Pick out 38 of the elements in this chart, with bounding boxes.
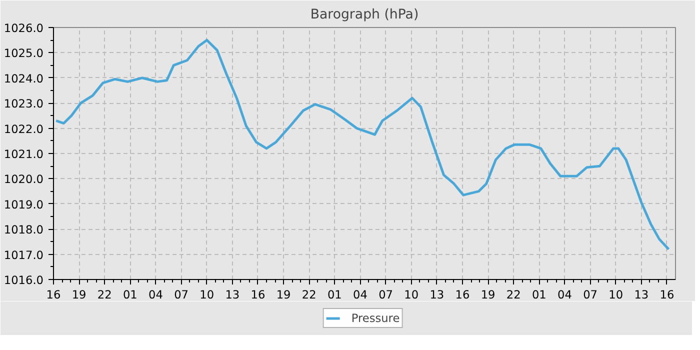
y-tick-label: 1018.0: [4, 222, 44, 237]
x-tick-label: 04: [148, 288, 163, 302]
y-tick-label: 1022.0: [4, 122, 44, 136]
x-tick-label: 16: [660, 288, 674, 302]
x-tick-label: 10: [200, 288, 214, 302]
x-tick-label: 19: [276, 288, 291, 302]
x-tick-label: 01: [122, 288, 138, 302]
x-tick-label: 04: [558, 288, 572, 302]
y-tick-label: 1021.0: [4, 147, 44, 161]
x-tick-label: 16: [455, 288, 470, 302]
y-tick-label: 1017.0: [4, 248, 44, 262]
y-tick-label: 1023.0: [4, 96, 44, 111]
legend-label: Pressure: [351, 311, 400, 325]
x-tick-label: 22: [302, 288, 316, 302]
chart-title: Barograph (hPa): [310, 8, 419, 22]
x-tick-label: 10: [608, 288, 624, 302]
x-tick-label: 22: [506, 288, 521, 302]
x-tick-label: 13: [225, 288, 240, 302]
x-tick-label: 04: [353, 288, 368, 302]
x-tick-label: 01: [532, 288, 546, 302]
x-tick-label: 19: [480, 288, 496, 302]
y-tick-label: 1024.0: [4, 71, 44, 86]
x-tick-label: 19: [72, 288, 86, 302]
x-tick-label: 10: [404, 288, 419, 302]
y-tick-label: 1019.0: [4, 197, 44, 212]
x-tick-label: 16: [250, 288, 266, 302]
x-tick-label: 07: [583, 288, 598, 302]
x-tick-label: 07: [174, 288, 189, 302]
x-tick-label: 07: [378, 288, 394, 302]
y-tick-label: 1026.0: [4, 21, 44, 35]
x-tick-label: 22: [97, 288, 112, 302]
x-tick-label: 01: [327, 288, 342, 302]
x-tick-label: 16: [46, 288, 61, 302]
y-tick-label: 1025.0: [4, 46, 44, 60]
x-tick-label: 13: [634, 288, 649, 302]
x-tick-label: 13: [430, 288, 444, 302]
y-tick-label: 1020.0: [4, 172, 44, 186]
y-tick-label: 1016.0: [4, 273, 44, 287]
